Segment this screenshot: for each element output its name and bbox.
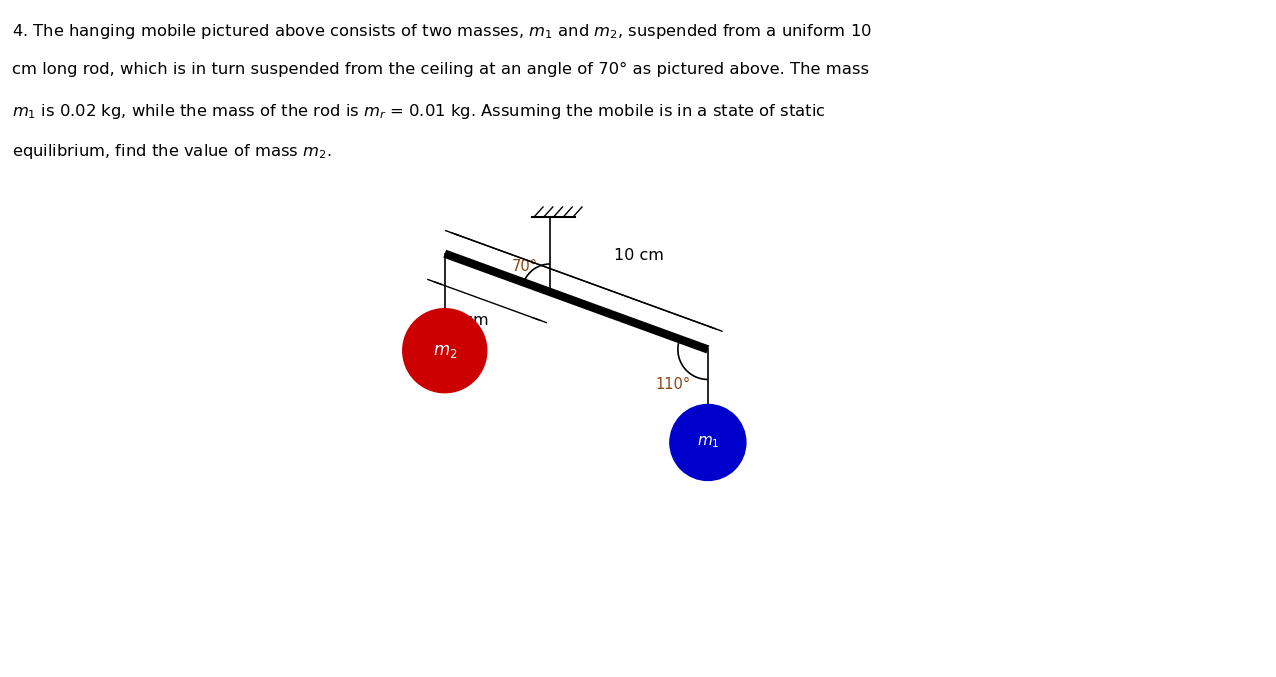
Circle shape	[670, 404, 746, 481]
Text: cm long rod, which is in turn suspended from the ceiling at an angle of 70° as p: cm long rod, which is in turn suspended …	[11, 62, 869, 77]
Text: $m_1$ is 0.02 kg, while the mass of the rod is $m_r$ = 0.01 kg. Assuming the mob: $m_1$ is 0.02 kg, while the mass of the …	[11, 102, 826, 121]
Circle shape	[403, 309, 486, 393]
Text: 70°: 70°	[512, 259, 538, 274]
Text: 110°: 110°	[656, 378, 692, 393]
Text: $m_2$: $m_2$	[433, 342, 457, 359]
Text: 10 cm: 10 cm	[614, 248, 664, 263]
Text: $m_1$: $m_1$	[697, 435, 720, 450]
Text: 4. The hanging mobile pictured above consists of two masses, $m_1$ and $m_2$, su: 4. The hanging mobile pictured above con…	[11, 22, 872, 41]
Text: 4 cm: 4 cm	[449, 313, 489, 328]
Text: equilibrium, find the value of mass $m_2$.: equilibrium, find the value of mass $m_2…	[11, 142, 332, 161]
